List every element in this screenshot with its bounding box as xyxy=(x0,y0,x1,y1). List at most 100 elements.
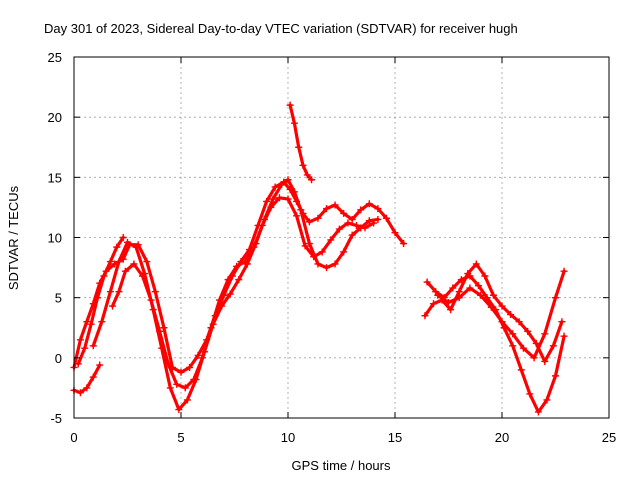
data-point-marker xyxy=(455,294,463,302)
data-point-marker xyxy=(160,324,168,332)
data-point-marker xyxy=(305,240,313,248)
series-sat-i xyxy=(434,267,568,362)
data-point-marker xyxy=(186,363,194,371)
data-point-marker xyxy=(357,206,365,214)
data-point-marker xyxy=(106,288,114,296)
data-point-marker xyxy=(348,231,356,239)
y-tick-label: 10 xyxy=(48,231,62,246)
data-point-marker xyxy=(158,344,166,352)
data-point-marker xyxy=(357,224,365,232)
data-point-marker xyxy=(331,201,339,209)
data-point-marker xyxy=(552,294,559,302)
data-point-marker xyxy=(286,101,294,109)
data-point-marker xyxy=(489,291,497,299)
data-point-marker xyxy=(365,200,373,208)
data-point-marker xyxy=(115,258,123,266)
data-point-marker xyxy=(74,360,82,368)
data-point-marker xyxy=(290,119,298,127)
data-point-marker xyxy=(121,267,129,275)
series-trace xyxy=(288,103,314,182)
data-point-marker xyxy=(331,260,339,268)
data-point-marker xyxy=(477,291,485,299)
data-point-marker xyxy=(299,161,307,169)
data-point-marker xyxy=(517,366,525,374)
series-sat-f xyxy=(286,101,316,184)
data-point-marker xyxy=(271,183,279,191)
plot-area xyxy=(70,101,568,416)
data-point-marker xyxy=(449,284,457,292)
data-point-marker xyxy=(76,389,84,397)
data-point-marker xyxy=(175,406,183,414)
data-point-marker xyxy=(314,260,322,268)
data-point-marker xyxy=(284,195,292,203)
x-tick-label: 25 xyxy=(602,430,616,445)
data-point-marker xyxy=(382,214,390,222)
data-point-marker xyxy=(541,357,549,365)
data-point-marker xyxy=(243,260,251,268)
data-point-marker xyxy=(519,344,527,352)
data-point-marker xyxy=(278,181,286,189)
x-tick-label: 0 xyxy=(70,430,77,445)
data-point-marker xyxy=(498,318,506,326)
series-sat-c xyxy=(89,176,382,414)
y-axis-label: SDTVAR / TECUs xyxy=(6,185,21,290)
data-point-marker xyxy=(560,332,568,340)
data-point-marker xyxy=(173,380,181,388)
data-point-marker xyxy=(549,342,557,350)
grid xyxy=(74,57,609,418)
data-point-marker xyxy=(430,300,438,308)
data-point-marker xyxy=(558,318,566,326)
x-tick-label: 15 xyxy=(388,430,402,445)
data-point-marker xyxy=(374,205,382,213)
data-point-marker xyxy=(297,206,305,214)
data-point-marker xyxy=(194,351,202,359)
data-point-marker xyxy=(323,205,331,213)
data-point-marker xyxy=(472,260,480,268)
data-point-marker xyxy=(209,320,217,328)
data-point-marker xyxy=(151,288,159,296)
data-point-marker xyxy=(308,176,316,184)
data-point-marker xyxy=(81,344,89,352)
data-point-marker xyxy=(132,243,140,251)
data-point-marker xyxy=(98,318,106,326)
data-point-marker xyxy=(423,278,431,286)
data-point-marker xyxy=(318,248,326,256)
data-point-marker xyxy=(303,171,311,179)
data-point-marker xyxy=(543,396,551,404)
data-point-marker xyxy=(166,384,174,392)
data-point-marker xyxy=(464,270,472,278)
series-sat-g xyxy=(423,272,568,416)
data-point-marker xyxy=(235,276,243,284)
data-point-marker xyxy=(83,318,91,326)
data-point-marker xyxy=(76,336,84,344)
data-point-marker xyxy=(96,361,104,369)
data-point-marker xyxy=(226,290,234,298)
series-trace xyxy=(76,235,125,366)
data-point-marker xyxy=(260,215,268,223)
data-point-marker xyxy=(534,408,542,416)
data-point-marker xyxy=(233,262,241,270)
data-point-marker xyxy=(323,264,331,272)
data-point-marker xyxy=(275,194,283,202)
data-point-marker xyxy=(434,291,442,299)
data-point-marker xyxy=(290,188,298,196)
data-point-marker xyxy=(216,296,224,304)
data-point-marker xyxy=(466,284,474,292)
data-point-marker xyxy=(474,282,482,290)
series-trace xyxy=(110,196,376,390)
data-point-marker xyxy=(295,143,303,151)
data-point-marker xyxy=(541,330,549,338)
y-tick-label: 0 xyxy=(55,351,62,366)
data-point-marker xyxy=(119,234,127,241)
data-point-marker xyxy=(314,214,322,222)
y-tick-label: 25 xyxy=(48,50,62,65)
data-point-marker xyxy=(305,218,313,226)
data-point-marker xyxy=(100,272,108,280)
data-point-marker xyxy=(87,320,95,328)
data-point-marker xyxy=(526,390,534,398)
data-point-marker xyxy=(293,212,301,220)
data-point-marker xyxy=(509,342,517,350)
data-point-marker xyxy=(94,294,102,302)
data-point-marker xyxy=(201,348,209,356)
